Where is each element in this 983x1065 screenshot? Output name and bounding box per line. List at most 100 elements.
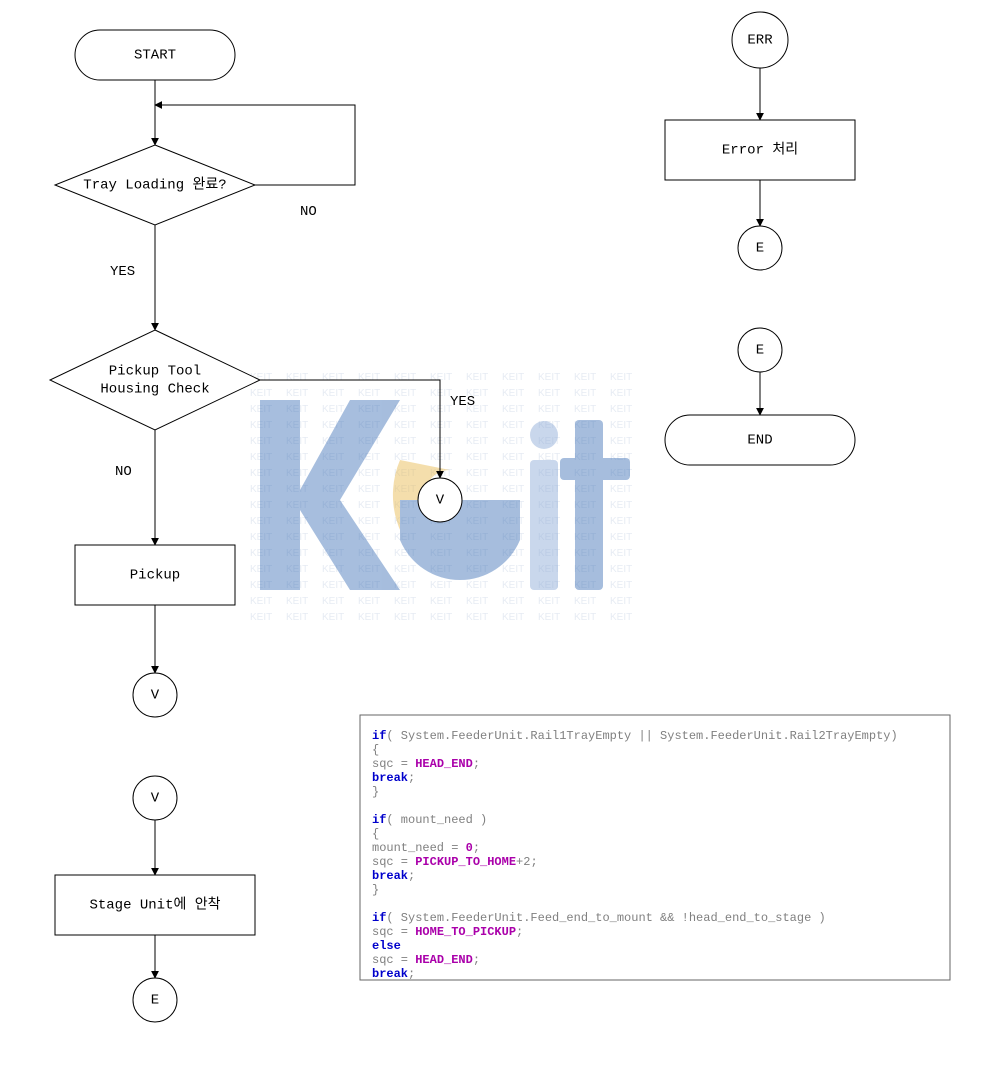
svg-text:KEIT: KEIT bbox=[394, 388, 416, 399]
svg-text:KEIT: KEIT bbox=[502, 420, 524, 431]
svg-text:KEIT: KEIT bbox=[610, 596, 632, 607]
svg-text:KEIT: KEIT bbox=[466, 596, 488, 607]
code-line: sqc = HOME_TO_PICKUP; bbox=[372, 925, 523, 939]
svg-text:KEIT: KEIT bbox=[610, 580, 632, 591]
svg-text:KEIT: KEIT bbox=[610, 436, 632, 447]
svg-text:KEIT: KEIT bbox=[466, 420, 488, 431]
svg-text:KEIT: KEIT bbox=[358, 596, 380, 607]
svg-text:KEIT: KEIT bbox=[466, 484, 488, 495]
svg-text:KEIT: KEIT bbox=[394, 420, 416, 431]
svg-text:KEIT: KEIT bbox=[250, 612, 272, 623]
svg-text:KEIT: KEIT bbox=[610, 372, 632, 383]
svg-text:KEIT: KEIT bbox=[574, 372, 596, 383]
svg-text:KEIT: KEIT bbox=[538, 404, 560, 415]
svg-text:KEIT: KEIT bbox=[358, 372, 380, 383]
svg-text:KEIT: KEIT bbox=[610, 388, 632, 399]
code-line: sqc = HEAD_END; bbox=[372, 953, 480, 967]
svg-text:KEIT: KEIT bbox=[358, 516, 380, 527]
svg-text:KEIT: KEIT bbox=[502, 372, 524, 383]
svg-text:KEIT: KEIT bbox=[322, 580, 344, 591]
svg-text:KEIT: KEIT bbox=[574, 612, 596, 623]
svg-text:KEIT: KEIT bbox=[502, 484, 524, 495]
node-label: Housing Check bbox=[100, 382, 209, 398]
svg-text:KEIT: KEIT bbox=[250, 388, 272, 399]
code-line: mount_need = 0; bbox=[372, 841, 480, 855]
svg-text:KEIT: KEIT bbox=[502, 452, 524, 463]
node-label: V bbox=[151, 791, 160, 807]
svg-text:KEIT: KEIT bbox=[394, 564, 416, 575]
node-c_e2: E bbox=[738, 226, 782, 270]
svg-text:KEIT: KEIT bbox=[466, 372, 488, 383]
node-label: V bbox=[151, 688, 160, 704]
svg-text:KEIT: KEIT bbox=[502, 468, 524, 479]
node-c_err: ERR bbox=[732, 12, 788, 68]
svg-text:KEIT: KEIT bbox=[322, 596, 344, 607]
svg-text:KEIT: KEIT bbox=[610, 564, 632, 575]
svg-text:KEIT: KEIT bbox=[610, 484, 632, 495]
node-label: Pickup Tool bbox=[109, 364, 201, 380]
node-c_e1: E bbox=[133, 978, 177, 1022]
svg-text:KEIT: KEIT bbox=[430, 452, 452, 463]
svg-text:KEIT: KEIT bbox=[466, 468, 488, 479]
code-panel: if( System.FeederUnit.Rail1TrayEmpty || … bbox=[360, 715, 950, 981]
svg-text:KEIT: KEIT bbox=[538, 612, 560, 623]
svg-text:KEIT: KEIT bbox=[610, 548, 632, 559]
svg-text:KEIT: KEIT bbox=[502, 404, 524, 415]
code-line: sqc = HEAD_END; bbox=[372, 757, 480, 771]
svg-text:KEIT: KEIT bbox=[394, 596, 416, 607]
node-p_pickup: Pickup bbox=[75, 545, 235, 605]
code-line: else bbox=[372, 939, 401, 953]
node-label: Pickup bbox=[130, 568, 180, 584]
svg-text:KEIT: KEIT bbox=[610, 612, 632, 623]
svg-text:KEIT: KEIT bbox=[538, 388, 560, 399]
svg-text:KEIT: KEIT bbox=[574, 388, 596, 399]
node-label: START bbox=[134, 48, 176, 64]
node-p_stage: Stage Unit에 안착 bbox=[55, 875, 255, 935]
node-d_pickup_chk: Pickup Tool Housing Check bbox=[50, 330, 260, 430]
svg-text:KEIT: KEIT bbox=[430, 420, 452, 431]
svg-text:KEIT: KEIT bbox=[430, 436, 452, 447]
node-label: V bbox=[436, 493, 445, 509]
node-label: Stage Unit에 안착 bbox=[89, 897, 220, 914]
svg-text:KEIT: KEIT bbox=[358, 484, 380, 495]
code-line: } bbox=[372, 883, 379, 897]
svg-text:KEIT: KEIT bbox=[394, 404, 416, 415]
svg-text:KEIT: KEIT bbox=[250, 596, 272, 607]
code-line: if( mount_need ) bbox=[372, 813, 487, 827]
svg-text:KEIT: KEIT bbox=[394, 372, 416, 383]
svg-text:KEIT: KEIT bbox=[286, 388, 308, 399]
node-c_v1: V bbox=[133, 673, 177, 717]
svg-text:KEIT: KEIT bbox=[322, 388, 344, 399]
node-c_e3: E bbox=[738, 328, 782, 372]
code-line: { bbox=[372, 827, 379, 841]
svg-text:KEIT: KEIT bbox=[502, 388, 524, 399]
node-label: ERR bbox=[747, 33, 773, 49]
code-line: break; bbox=[372, 771, 415, 785]
svg-text:KEIT: KEIT bbox=[610, 404, 632, 415]
svg-text:KEIT: KEIT bbox=[502, 596, 524, 607]
svg-text:KEIT: KEIT bbox=[502, 436, 524, 447]
edge-label: YES bbox=[450, 394, 475, 410]
svg-text:KEIT: KEIT bbox=[502, 580, 524, 591]
svg-text:KEIT: KEIT bbox=[322, 612, 344, 623]
svg-text:KEIT: KEIT bbox=[430, 596, 452, 607]
node-c_v_branch: V bbox=[418, 478, 462, 522]
svg-text:KEIT: KEIT bbox=[430, 404, 452, 415]
code-line: break; bbox=[372, 967, 415, 981]
code-line: if( System.FeederUnit.Feed_end_to_mount … bbox=[372, 911, 826, 925]
node-end: END bbox=[665, 415, 855, 465]
node-label: Error 처리 bbox=[722, 142, 798, 159]
code-line: } bbox=[372, 785, 379, 799]
code-line: if( System.FeederUnit.Rail1TrayEmpty || … bbox=[372, 729, 898, 743]
svg-text:KEIT: KEIT bbox=[502, 564, 524, 575]
svg-text:KEIT: KEIT bbox=[610, 532, 632, 543]
node-label: E bbox=[756, 241, 764, 257]
svg-text:KEIT: KEIT bbox=[466, 436, 488, 447]
svg-text:KEIT: KEIT bbox=[394, 436, 416, 447]
svg-text:KEIT: KEIT bbox=[610, 500, 632, 511]
svg-text:KEIT: KEIT bbox=[538, 372, 560, 383]
svg-text:KEIT: KEIT bbox=[430, 372, 452, 383]
node-d_tray: Tray Loading 완료? bbox=[55, 145, 255, 225]
svg-text:KEIT: KEIT bbox=[430, 388, 452, 399]
svg-text:KEIT: KEIT bbox=[430, 612, 452, 623]
